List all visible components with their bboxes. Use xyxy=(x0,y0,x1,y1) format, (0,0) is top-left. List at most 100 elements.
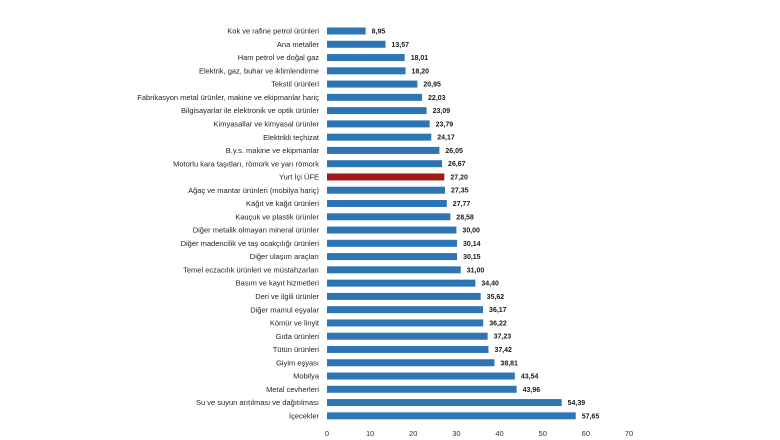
bar xyxy=(327,345,489,353)
category-label: B.y.s. makine ve ekipmanlar xyxy=(226,146,320,155)
bar xyxy=(327,186,445,194)
category-label: Kimyasallar ve kimyasal ürünler xyxy=(214,119,320,128)
bar xyxy=(327,160,443,168)
value-label: 31,00 xyxy=(467,267,485,274)
category-label: Elektrik, gaz, buhar ve iklimlendirme xyxy=(199,66,319,75)
category-label: Diğer ulaşım araçları xyxy=(250,252,319,261)
value-label: 26,67 xyxy=(448,161,466,168)
bar xyxy=(327,93,423,101)
category-label: Mobilya xyxy=(293,372,320,381)
category-label: Giyim eşyası xyxy=(276,358,319,367)
value-label: 22,03 xyxy=(428,95,446,102)
value-label: 38,81 xyxy=(500,360,518,367)
category-label: Tekstil ürünleri xyxy=(271,80,319,89)
value-label: 18,20 xyxy=(412,68,430,75)
value-label: 43,54 xyxy=(521,374,539,381)
bar-highlight xyxy=(327,173,445,181)
category-label: Motorlu kara taşıtları, römork ve yarı r… xyxy=(173,159,319,168)
bar xyxy=(327,40,386,48)
x-tick-label: 20 xyxy=(409,429,417,438)
bar xyxy=(327,292,481,300)
category-label: İçecekler xyxy=(289,411,320,420)
bar xyxy=(327,279,476,287)
x-tick-label: 50 xyxy=(539,429,547,438)
value-label: 34,40 xyxy=(481,281,499,288)
category-label: Diğer mamul eşyalar xyxy=(250,305,319,314)
bar xyxy=(327,412,576,420)
x-tick-label: 60 xyxy=(582,429,590,438)
category-label: Diğer metalik olmayan mineral ürünler xyxy=(193,226,320,235)
bar xyxy=(327,120,430,128)
bar xyxy=(327,253,458,261)
value-label: 37,23 xyxy=(494,334,512,341)
value-label: 26,05 xyxy=(445,148,463,155)
category-label: Su ve suyun arıtılması ve dağıtılması xyxy=(196,398,319,407)
category-label: Bilgisayarlar ile elektronik ve optik ür… xyxy=(181,106,319,115)
value-label: 13,57 xyxy=(392,42,410,49)
category-label: Gıda ürünleri xyxy=(276,332,320,341)
category-label: Ana metaller xyxy=(277,40,320,49)
bar xyxy=(327,332,488,340)
bar xyxy=(327,306,484,314)
bar xyxy=(327,319,484,327)
value-label: 43,96 xyxy=(523,387,541,394)
value-label: 24,17 xyxy=(437,135,455,142)
category-label: Kağıt ve kağıt ürünleri xyxy=(246,199,319,208)
category-label: Yurt İçi ÜFE xyxy=(279,173,319,182)
bar xyxy=(327,200,447,208)
value-label: 27,77 xyxy=(453,201,471,208)
bar xyxy=(327,359,495,367)
bar xyxy=(327,27,366,35)
category-label: Ham petrol ve doğal gaz xyxy=(238,53,320,62)
category-label: Basım ve kayıt hizmetleri xyxy=(236,279,320,288)
value-label: 30,15 xyxy=(463,254,481,261)
bar xyxy=(327,213,451,221)
bar xyxy=(327,146,440,154)
value-label: 20,95 xyxy=(423,82,441,89)
category-label: Kauçuk ve plastik ürünler xyxy=(235,212,319,221)
category-label: Deri ve ilgili ürünler xyxy=(255,292,319,301)
category-label: Temel eczacılık ürünleri ve müstahzarlar… xyxy=(183,265,319,274)
value-label: 23,09 xyxy=(433,108,451,115)
category-label: Elektrikli teçhizat xyxy=(263,133,320,142)
bar xyxy=(327,80,418,88)
value-label: 37,42 xyxy=(494,347,512,354)
value-label: 57,65 xyxy=(582,413,600,420)
category-label: Fabrikasyon metal ürünler, makine ve eki… xyxy=(137,93,319,102)
value-label: 30,14 xyxy=(463,241,481,248)
value-label: 27,35 xyxy=(451,188,469,195)
bar xyxy=(327,239,458,247)
category-label: Metal cevherleri xyxy=(266,385,319,394)
category-label: Kok ve rafine petrol ürünleri xyxy=(227,27,319,36)
value-label: 35,62 xyxy=(487,294,505,301)
value-label: 36,22 xyxy=(489,320,507,327)
x-tick-label: 70 xyxy=(625,429,633,438)
category-label: Ağaç ve mantar ürünleri (mobilya hariç) xyxy=(188,186,319,195)
value-label: 54,39 xyxy=(568,400,586,407)
category-label: Tütün ürünleri xyxy=(273,345,320,354)
value-label: 30,00 xyxy=(462,228,480,235)
bar xyxy=(327,226,457,234)
x-tick-label: 40 xyxy=(495,429,503,438)
bar xyxy=(327,372,515,380)
bar xyxy=(327,399,562,407)
value-label: 28,58 xyxy=(456,214,474,221)
x-axis-ticks: 0 10 20 30 40 50 60 70 xyxy=(325,429,633,438)
bar xyxy=(327,107,427,115)
value-label: 27,20 xyxy=(450,174,468,181)
value-label: 23,79 xyxy=(436,121,454,128)
bar xyxy=(327,266,461,274)
value-label: 18,01 xyxy=(411,55,429,62)
category-label: Kömür ve linyit xyxy=(270,319,320,328)
value-label: 8,95 xyxy=(372,29,386,36)
bar xyxy=(327,385,517,393)
x-tick-label: 30 xyxy=(452,429,460,438)
value-label: 36,17 xyxy=(489,307,507,314)
bars xyxy=(327,27,576,420)
x-tick-label: 0 xyxy=(325,429,329,438)
bar xyxy=(327,133,432,141)
category-label: Diğer madencilik ve taş ocakçılığı ürünl… xyxy=(181,239,320,248)
bar xyxy=(327,54,405,62)
x-tick-label: 10 xyxy=(366,429,374,438)
